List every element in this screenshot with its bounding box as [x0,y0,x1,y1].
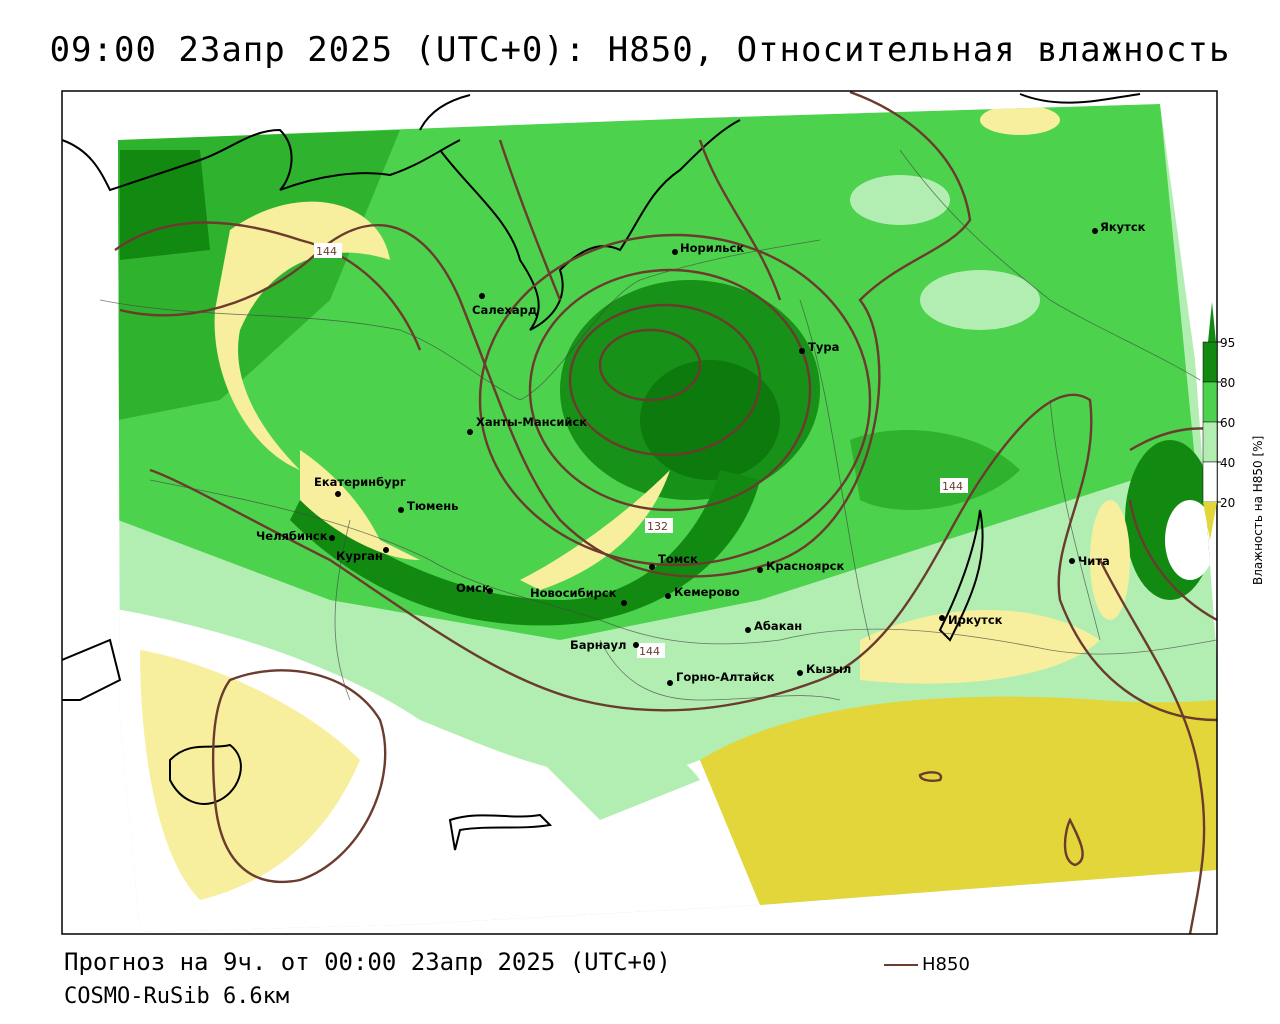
colorbar-tick: 40 [1220,456,1235,470]
city-label: Красноярск [766,559,844,573]
colorbar-segment-95 [1202,341,1218,383]
colorbar-tick: 60 [1220,416,1235,430]
cities: Норильск Якутск Салехард Тура Ханты-Манс… [256,220,1146,686]
city-label: Якутск [1100,220,1146,234]
city-label: Иркутск [948,613,1003,627]
colorbar-tick: 95 [1220,336,1235,350]
borders [99,149,1217,701]
h850-contours [114,91,1217,934]
colorbar-label: Влажность на H850 [%] [1251,436,1265,585]
map-frame [61,90,1218,935]
city-label: Томск [658,552,698,566]
colorbar-bottom-triangle [1203,502,1217,540]
city-label: Салехард [472,303,537,317]
city-label: Новосибирск [530,586,617,600]
city-label: Кемерово [674,585,740,599]
city-label: Тура [808,340,839,354]
city-label: Ханты-Мансийск [476,415,587,429]
humidity-field [118,104,1217,932]
coastlines [62,93,1141,851]
city-label: Горно-Алтайск [676,670,775,684]
city-label: Чита [1078,554,1110,568]
city-label: Абакан [754,619,802,633]
contour-label: 144 [639,645,660,658]
city-label: Барнаул [570,638,626,652]
colorbar-segment-60 [1202,421,1218,463]
model-caption: COSMO-RuSib 6.6км [64,984,290,1009]
city-label: Екатеринбург [314,475,406,489]
colorbar-tick: 80 [1220,376,1235,390]
colorbar: 95 80 60 40 20 Влажность на H850 [%] [1202,302,1265,585]
colorbar-segment-40 [1202,461,1218,503]
contour-label: 132 [647,520,668,533]
line-legend: H850 [884,954,970,975]
city-label: Омск [456,581,490,595]
colorbar-tick: 20 [1220,496,1235,510]
forecast-caption: Прогноз на 9ч. от 00:00 23апр 2025 (UTC+… [64,948,671,976]
contour-labels: 144 132 144 144 [314,243,968,658]
map-area: 144 132 144 144 Норильск Якутск Салехард… [62,91,1217,934]
legend-line-label: H850 [922,954,970,975]
city-label: Норильск [680,241,744,255]
city-label: Челябинск [256,529,328,543]
contour-label: 144 [316,245,337,258]
city-label: Тюмень [407,499,458,513]
city-label: Курган [336,549,383,563]
contour-label: 144 [942,480,963,493]
page-title: 09:00 23апр 2025 (UTC+0): H850, Относите… [49,30,1231,70]
colorbar-segment-80 [1202,381,1218,423]
city-label: Кызыл [806,662,851,676]
colorbar-top-triangle [1208,302,1216,342]
legend-line-swatch [884,964,918,966]
